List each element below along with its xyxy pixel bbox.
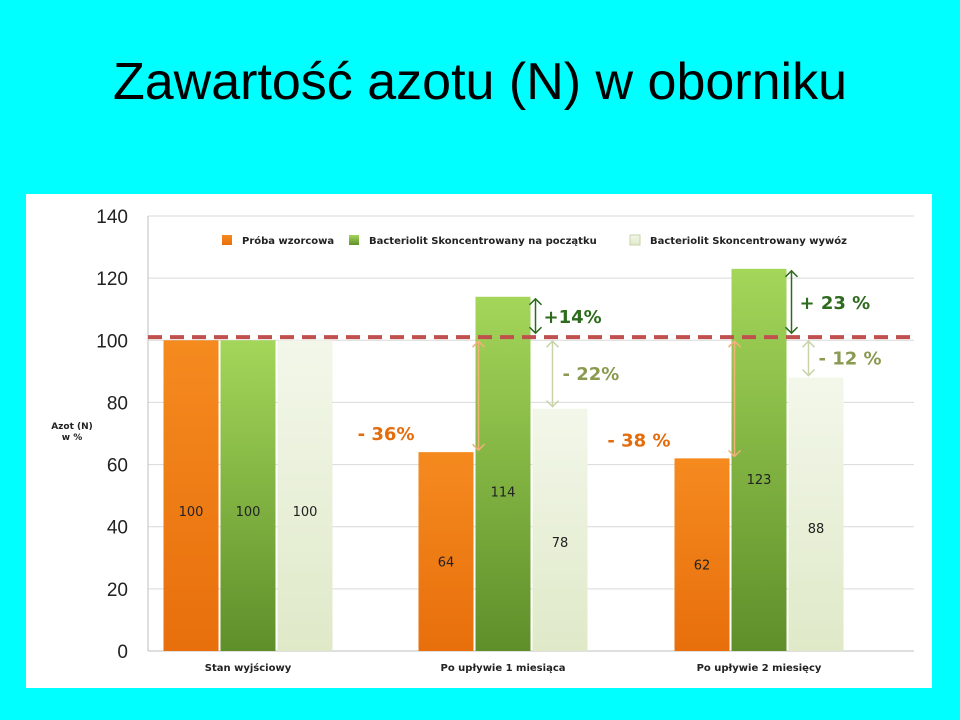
bar-1 — [674, 458, 730, 651]
bar-value-label: 62 — [694, 558, 711, 573]
y-tick-label: 120 — [96, 269, 128, 290]
bar-value-label: 114 — [491, 486, 516, 501]
bar-3 — [277, 340, 333, 651]
y-axis-label: Azot (N) — [51, 422, 93, 432]
y-axis-label: w % — [62, 433, 82, 443]
bar-chart: 0 20 40 60 80 100 120 140 Azot (N)w % 100 100 100 St… — [51, 207, 914, 674]
bar-value-label: 78 — [552, 536, 569, 551]
slide-title: Zawartość azotu (N) w oborniku — [112, 53, 848, 111]
y-tick-label: 80 — [107, 393, 128, 414]
bar-3 — [788, 377, 844, 651]
percent-annotation: + 23 % — [800, 293, 871, 314]
legend-swatch — [349, 235, 359, 245]
increase-arrow-head-bottom — [784, 326, 799, 335]
bar-value-label: 100 — [293, 505, 318, 520]
decrease-arrow-head-bottom — [727, 449, 742, 458]
y-tick-label: 100 — [96, 331, 128, 352]
increase-arrow-head-top — [784, 269, 799, 278]
x-category-label: Po upływie 1 miesiąca — [441, 663, 566, 674]
decrease-arrow-head-top — [801, 340, 816, 348]
bar-value-label: 100 — [236, 505, 261, 520]
legend-label: Bacteriolit Skoncentrowany na początku — [369, 236, 597, 247]
bar-2 — [220, 340, 276, 651]
decrease-arrow-head-top — [545, 340, 560, 348]
decrease-arrow-head-bottom — [801, 369, 816, 377]
increase-arrow-head-bottom — [528, 326, 543, 335]
x-category-label: Po upływie 2 miesięcy — [697, 663, 822, 674]
decrease-arrow-head-top — [727, 340, 742, 348]
bar-2 — [731, 268, 787, 651]
bar-3 — [532, 408, 588, 651]
x-category-label: Stan wyjściowy — [205, 662, 292, 674]
increase-arrow-head-top — [528, 297, 543, 306]
percent-annotation: - 38 % — [607, 430, 670, 451]
legend-swatch — [222, 235, 232, 245]
percent-annotation: - 22% — [563, 364, 620, 385]
decrease-arrow-head-bottom — [471, 443, 486, 452]
bar-value-label: 88 — [808, 522, 825, 537]
decrease-arrow-head-top — [471, 340, 486, 348]
percent-annotation: - 36% — [358, 424, 415, 445]
bar-1 — [163, 340, 219, 651]
y-tick-label: 0 — [117, 642, 128, 663]
bar-1 — [418, 452, 474, 651]
bar-value-label: 64 — [438, 556, 455, 571]
y-tick-label: 20 — [107, 580, 128, 601]
y-tick-label: 60 — [107, 456, 128, 477]
percent-annotation: +14% — [544, 307, 602, 328]
bar-value-label: 100 — [179, 505, 204, 520]
legend-label: Bacteriolit Skoncentrowany wywóz — [650, 235, 847, 247]
legend-label: Próba wzorcowa — [242, 235, 334, 247]
chart-panel: 0 20 40 60 80 100 120 140 Azot (N) w % 100 100 100 St… — [26, 194, 932, 688]
legend-swatch — [629, 234, 641, 246]
bar-value-label: 123 — [747, 473, 772, 488]
percent-annotation: - 12 % — [819, 348, 882, 369]
y-tick-label: 40 — [107, 518, 128, 539]
bar-2 — [475, 296, 531, 651]
decrease-arrow-head-bottom — [545, 400, 560, 408]
y-tick-label: 140 — [96, 207, 128, 228]
